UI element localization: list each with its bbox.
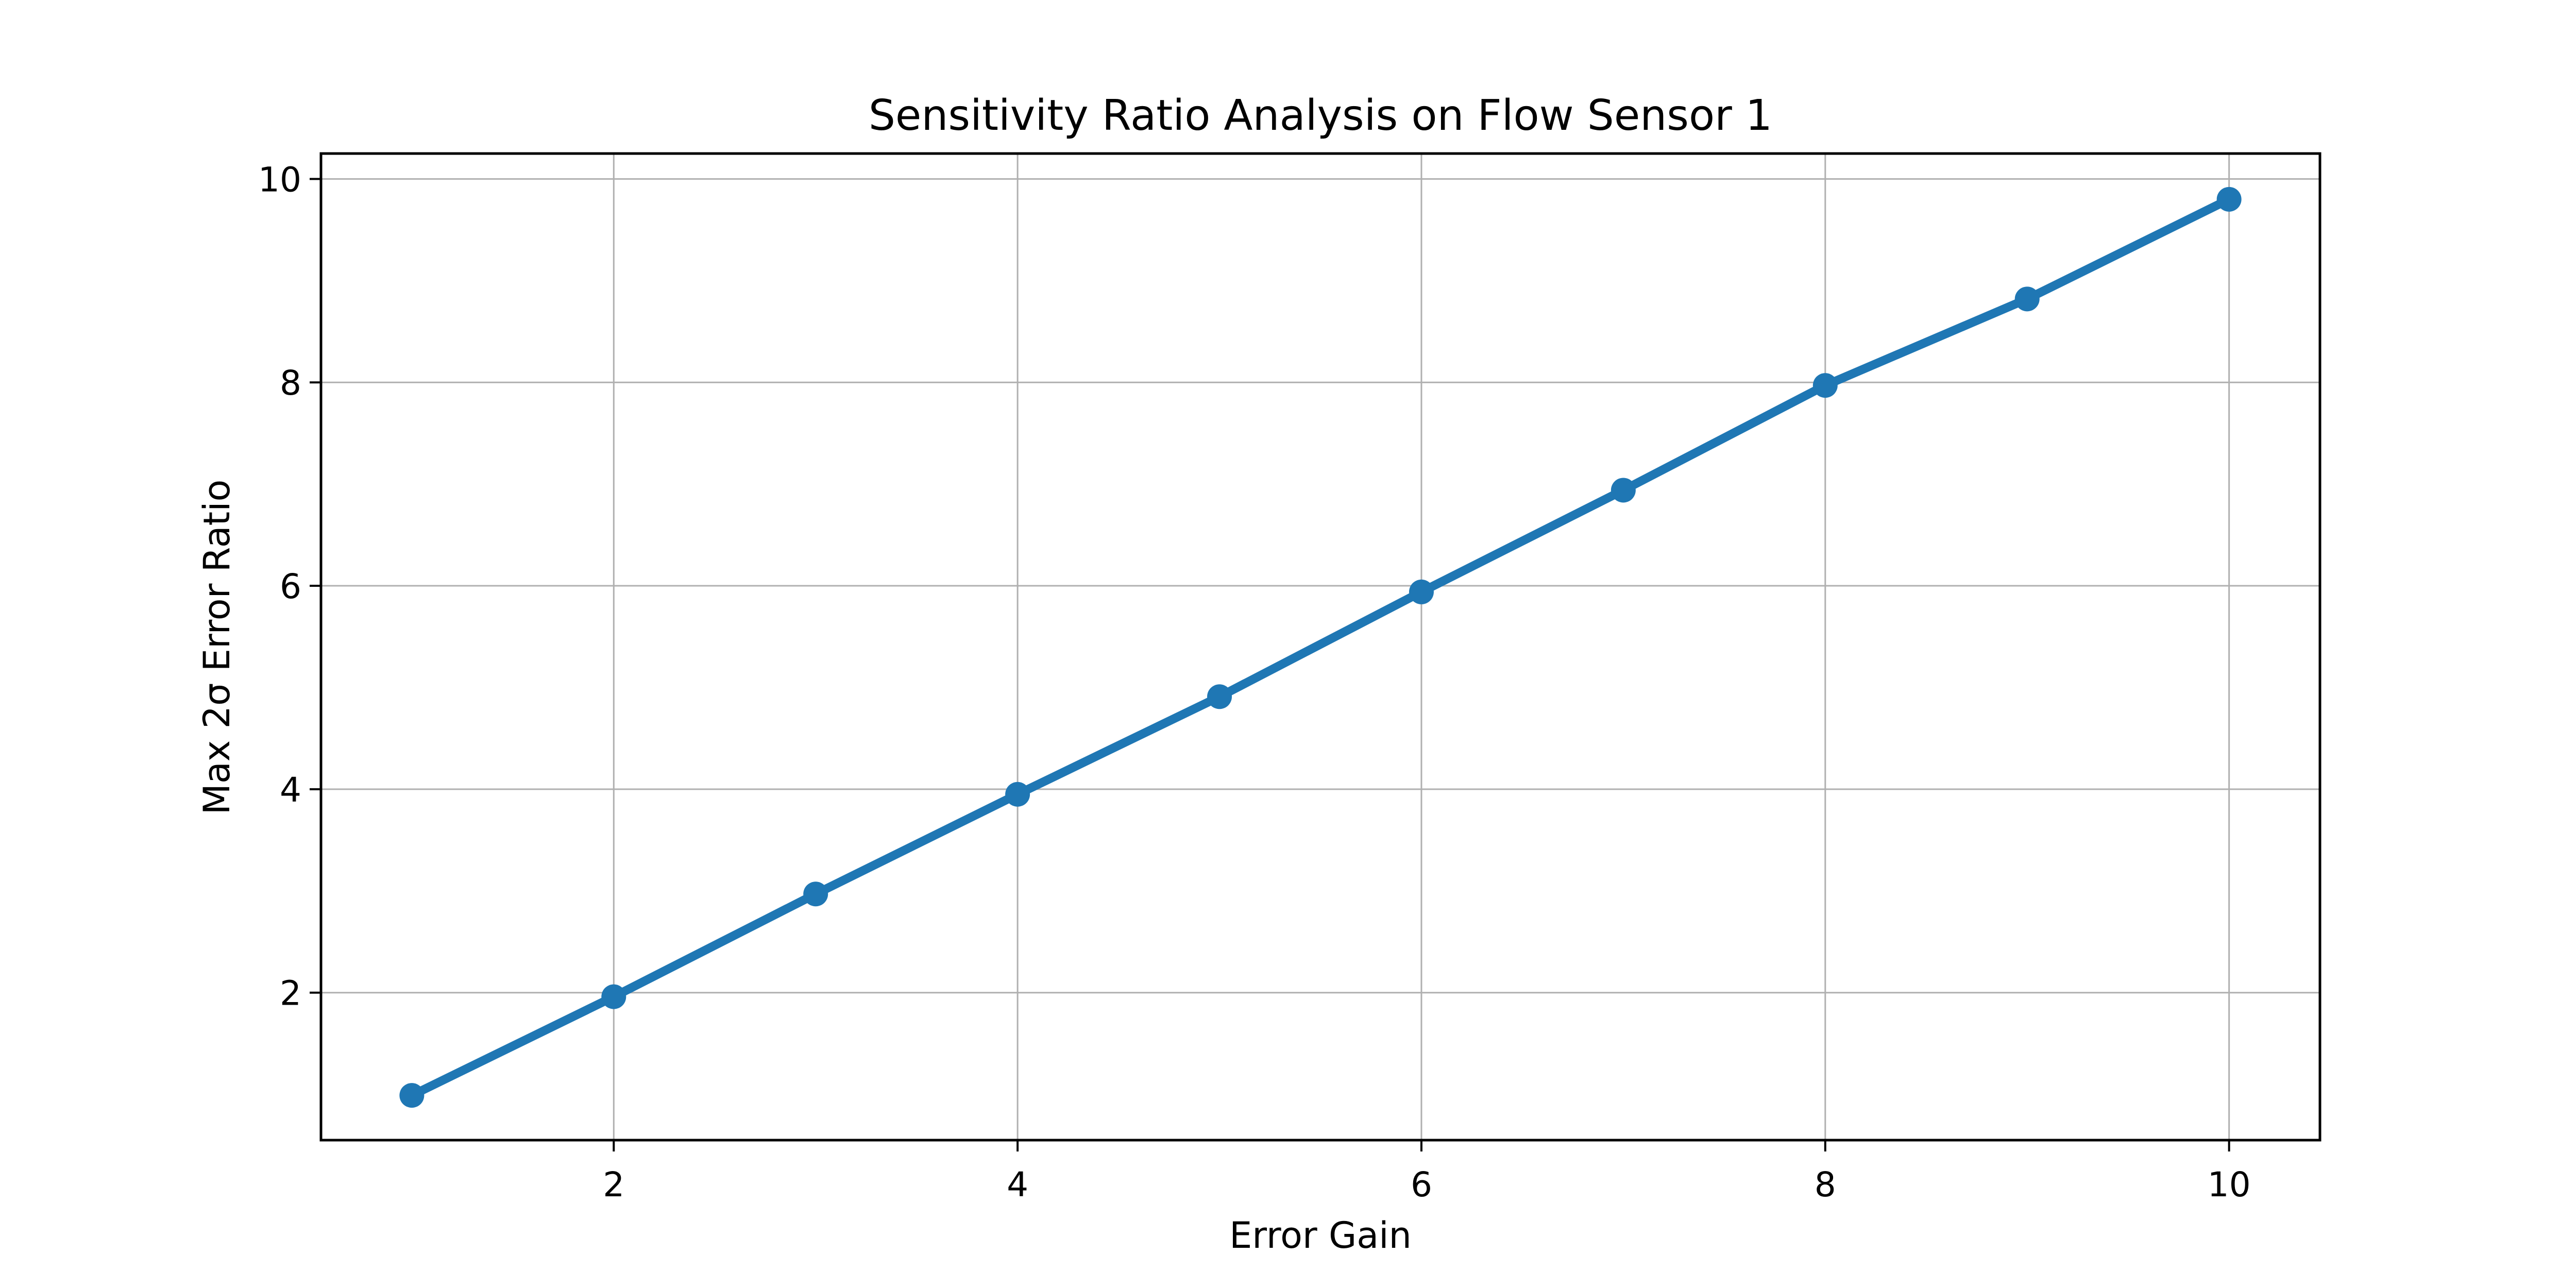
data-point — [2216, 187, 2242, 212]
y-tick-label: 6 — [280, 567, 301, 606]
y-tick-label: 8 — [280, 363, 301, 403]
data-point — [1207, 684, 1232, 709]
x-tick-label: 2 — [603, 1165, 624, 1205]
y-axis-label: Max 2σ Error Ratio — [196, 480, 238, 815]
y-tick-label: 10 — [258, 160, 301, 199]
x-tick-label: 6 — [1411, 1165, 1432, 1205]
plot-frame — [319, 152, 2321, 1142]
data-point — [601, 984, 626, 1009]
x-tick-label: 4 — [1007, 1165, 1028, 1205]
tick-labels: 2 4 6 8 10 2 4 6 8 10 — [258, 160, 2251, 1205]
data-point — [2014, 286, 2040, 312]
data-point — [1409, 579, 1434, 604]
data-series — [399, 187, 2242, 1108]
chart-title: Sensitivity Ratio Analysis on Flow Senso… — [869, 91, 1772, 140]
x-tick-label: 8 — [1815, 1165, 1836, 1205]
data-point — [803, 882, 828, 907]
y-tick-label: 2 — [280, 974, 301, 1013]
data-point — [399, 1083, 425, 1108]
data-point — [1005, 782, 1030, 807]
data-point — [1611, 478, 1636, 503]
x-axis-label: Error Gain — [1229, 1214, 1412, 1257]
x-tick-label: 10 — [2208, 1165, 2251, 1205]
axis-ticks — [310, 178, 2230, 1151]
data-line — [407, 195, 2234, 1100]
data-point — [1812, 373, 1838, 398]
y-tick-label: 4 — [280, 770, 301, 810]
gridlines — [321, 154, 2320, 1140]
